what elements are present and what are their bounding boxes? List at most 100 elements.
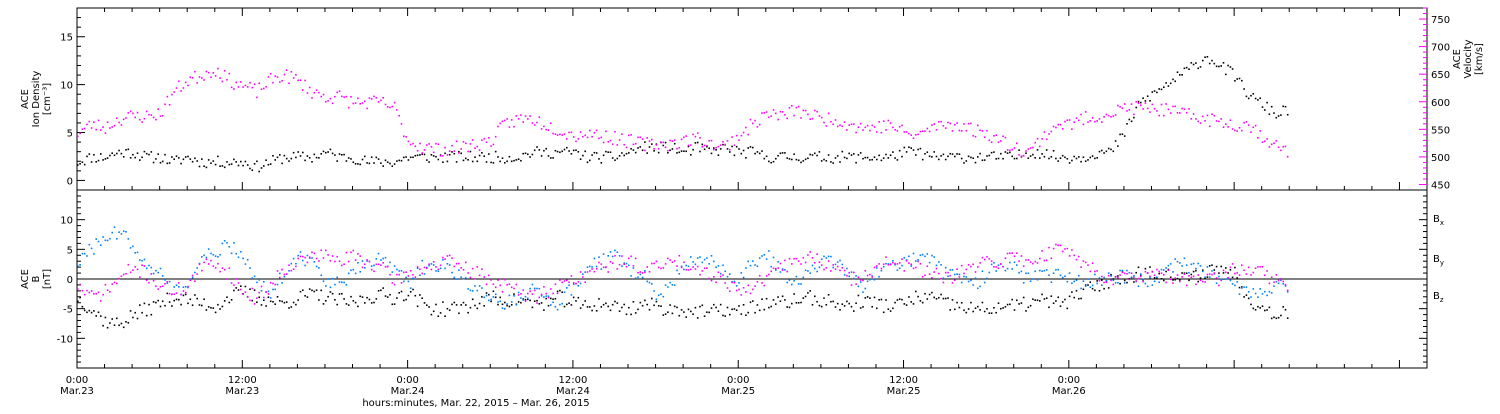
bx-point bbox=[1185, 272, 1188, 274]
bx-point bbox=[469, 306, 472, 309]
density-point bbox=[834, 157, 837, 159]
by-point bbox=[389, 261, 391, 264]
velocity-point bbox=[1280, 149, 1282, 152]
bx-point bbox=[1261, 305, 1264, 307]
by-point bbox=[791, 283, 793, 286]
bz-point bbox=[1245, 273, 1248, 275]
by-point bbox=[97, 240, 100, 243]
density-point bbox=[933, 151, 935, 153]
bx-point bbox=[118, 324, 120, 327]
density-point bbox=[189, 158, 192, 160]
bz-point bbox=[520, 293, 522, 295]
bz-point bbox=[504, 278, 506, 281]
by-point bbox=[409, 287, 412, 289]
by-point bbox=[623, 262, 625, 264]
bx-point bbox=[240, 285, 242, 287]
bx-point bbox=[364, 302, 366, 304]
bx-point bbox=[770, 305, 772, 308]
b-tick-label: -10 bbox=[57, 334, 73, 345]
bx-point bbox=[910, 301, 912, 303]
density-point bbox=[157, 153, 159, 155]
velocity-point bbox=[375, 97, 378, 99]
by-point bbox=[570, 294, 573, 296]
density-point bbox=[800, 161, 802, 164]
density-point bbox=[625, 152, 628, 155]
bx-point bbox=[409, 291, 412, 293]
by-point bbox=[928, 261, 931, 264]
bz-point bbox=[1039, 257, 1041, 260]
bz-point bbox=[219, 270, 221, 273]
bz-point bbox=[967, 264, 970, 266]
bx-point bbox=[582, 304, 584, 306]
velocity-point bbox=[591, 135, 593, 138]
density-point bbox=[361, 158, 364, 161]
bx-point bbox=[791, 302, 793, 305]
density-point bbox=[403, 156, 405, 159]
by-point bbox=[942, 277, 945, 279]
density-point bbox=[233, 158, 235, 161]
bx-point bbox=[621, 306, 623, 309]
velocity-point bbox=[777, 118, 779, 121]
by-point bbox=[715, 266, 717, 268]
bz-point bbox=[437, 268, 440, 271]
velocity-point bbox=[531, 122, 534, 124]
bx-point bbox=[572, 296, 575, 299]
by-point bbox=[651, 283, 653, 285]
by-point bbox=[572, 283, 575, 285]
bx-point bbox=[198, 304, 201, 306]
bz-point bbox=[1195, 283, 1197, 286]
by-point bbox=[970, 279, 972, 282]
density-point bbox=[768, 160, 770, 163]
velocity-point bbox=[233, 88, 235, 90]
bx-point bbox=[426, 304, 428, 306]
density-point bbox=[1096, 157, 1098, 159]
density-point bbox=[242, 164, 244, 167]
velocity-point bbox=[1055, 126, 1057, 129]
by-point bbox=[892, 260, 894, 262]
bz-point bbox=[1034, 260, 1036, 263]
bx-point bbox=[1245, 294, 1248, 296]
density-point bbox=[1071, 159, 1073, 162]
bz-point bbox=[184, 291, 187, 294]
b-axis-title-line: B bbox=[31, 275, 42, 282]
by-point bbox=[807, 270, 809, 272]
by-point bbox=[529, 287, 531, 290]
bx-point bbox=[802, 297, 805, 299]
density-point bbox=[827, 154, 830, 156]
by-point bbox=[207, 248, 210, 250]
by-point bbox=[1096, 282, 1098, 285]
bx-point bbox=[584, 300, 586, 302]
velocity-point bbox=[834, 119, 837, 121]
velocity-point bbox=[522, 121, 524, 123]
bx-point bbox=[749, 301, 752, 304]
density-point bbox=[1114, 140, 1117, 142]
density-point bbox=[492, 162, 495, 164]
bz-point bbox=[577, 281, 580, 283]
density-point bbox=[1041, 153, 1043, 155]
bx-point bbox=[882, 311, 885, 314]
density-point bbox=[444, 152, 446, 155]
bz-point bbox=[299, 255, 302, 258]
density-point bbox=[1231, 68, 1234, 70]
density-point bbox=[591, 154, 593, 156]
density-point bbox=[816, 154, 818, 157]
by-point bbox=[1252, 288, 1255, 290]
bx-point bbox=[106, 326, 109, 329]
bz-point bbox=[1091, 262, 1094, 264]
by-point bbox=[1039, 269, 1041, 272]
by-point bbox=[602, 253, 605, 255]
bz-point bbox=[871, 276, 873, 278]
density-point bbox=[586, 161, 589, 164]
density-point bbox=[1190, 62, 1193, 64]
bz-point bbox=[754, 285, 756, 287]
density-point bbox=[775, 157, 777, 160]
by-point bbox=[1188, 271, 1190, 274]
bz-point bbox=[758, 274, 761, 277]
bx-point bbox=[201, 304, 203, 307]
by-point bbox=[561, 302, 563, 305]
density-point bbox=[836, 155, 839, 157]
velocity-point bbox=[756, 126, 759, 128]
bz-point bbox=[1179, 280, 1181, 283]
bz-point bbox=[315, 257, 318, 260]
density-point bbox=[1167, 85, 1170, 87]
